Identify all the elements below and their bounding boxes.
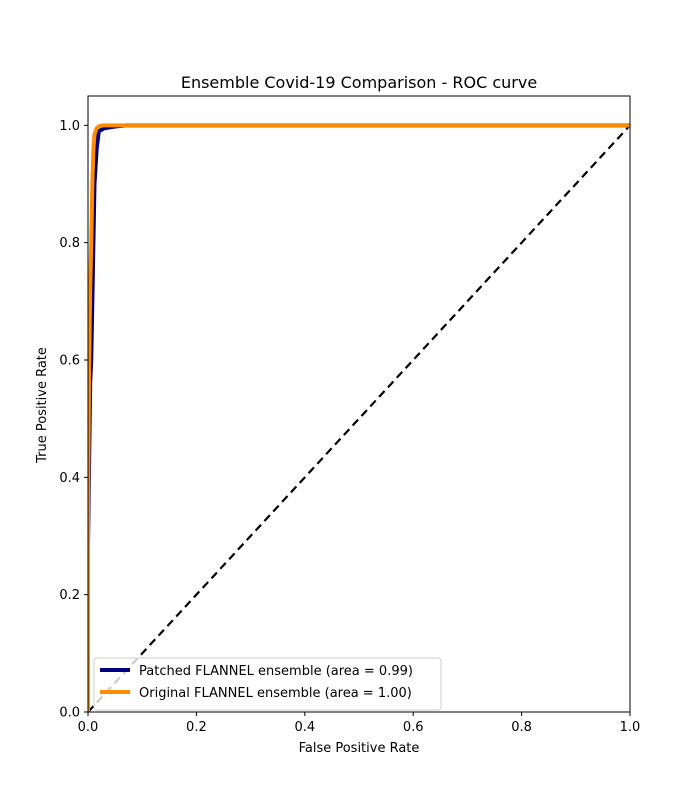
legend-box <box>93 657 442 711</box>
y-tick-label: 0.0 <box>59 706 80 721</box>
x-tick-label: 0.4 <box>294 720 315 735</box>
x-tick-label: 1.0 <box>620 720 641 735</box>
plot-frame <box>87 95 631 713</box>
chart-title: Ensemble Covid-19 Comparison - ROC curve <box>181 73 537 92</box>
y-tick-label: 0.4 <box>59 471 80 486</box>
chance-diagonal-line <box>88 124 630 712</box>
legend-label: Patched FLANNEL ensemble (area = 0.99) <box>139 664 413 679</box>
y-axis-label: True Positive Rate <box>35 347 50 464</box>
y-tick-label: 0.2 <box>59 588 80 603</box>
x-tick-label: 0.6 <box>403 720 424 735</box>
y-tick-label: 0.6 <box>59 354 80 369</box>
x-tick-label: 0.0 <box>78 720 99 735</box>
x-tick-label: 0.2 <box>186 720 207 735</box>
x-axis-label: False Positive Rate <box>299 741 420 756</box>
x-tick-label: 0.8 <box>511 720 532 735</box>
plot-area <box>88 123 630 712</box>
legend-label: Original FLANNEL ensemble (area = 1.00) <box>139 686 412 701</box>
y-tick-label: 0.8 <box>59 236 80 251</box>
y-tick-label: 1.0 <box>59 119 80 134</box>
series-line-original <box>88 123 630 712</box>
